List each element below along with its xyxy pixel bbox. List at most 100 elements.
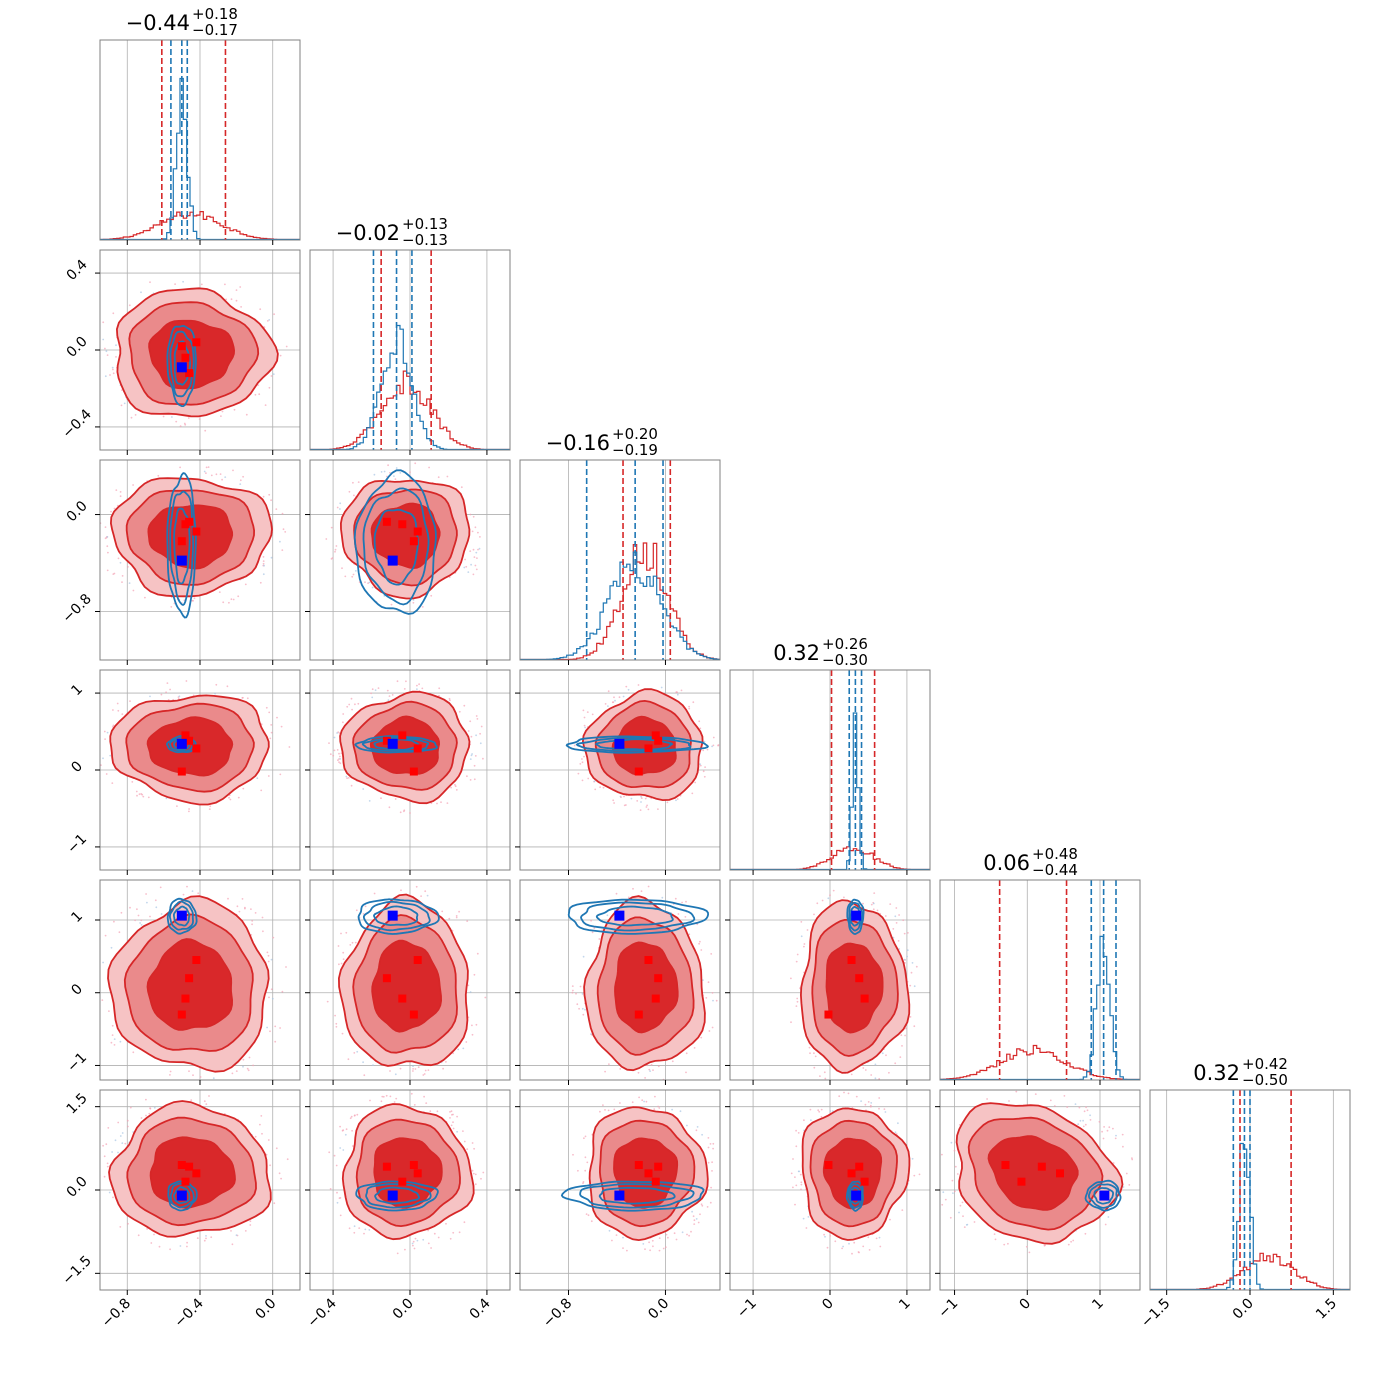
sample-point — [267, 1139, 270, 1141]
sample-point — [145, 893, 147, 895]
sample-point — [345, 1128, 348, 1131]
sample-point — [702, 749, 705, 752]
sample-point — [231, 1243, 234, 1246]
sample-point — [422, 1074, 425, 1076]
sample-point — [1034, 1093, 1037, 1095]
sample-point — [699, 727, 702, 730]
sample-point — [160, 693, 163, 696]
sample-point — [107, 1127, 110, 1129]
histogram-red — [940, 1044, 1140, 1080]
sample-point — [614, 699, 616, 702]
sample-point — [347, 1058, 350, 1061]
sample-point — [885, 1054, 887, 1057]
sample-point — [362, 788, 365, 790]
contour-blue — [365, 1183, 432, 1209]
sample-point — [686, 1233, 688, 1236]
sample-point — [657, 1105, 659, 1108]
sample-point — [571, 991, 574, 994]
sample-point — [128, 582, 131, 584]
contour-blue — [849, 1187, 862, 1205]
sample-point — [281, 512, 284, 515]
sample-point — [242, 1065, 244, 1068]
sample-point — [843, 896, 845, 899]
sample-point — [1084, 1232, 1087, 1235]
panel-4-0: −1 0 1 — [64, 879, 301, 1085]
sample-point — [820, 1108, 823, 1111]
contour-blue — [166, 472, 197, 619]
sample-point — [121, 1142, 124, 1144]
sample-point — [803, 945, 805, 948]
sample-point — [134, 414, 137, 416]
sample-point — [709, 1143, 712, 1145]
sample-point — [174, 283, 176, 285]
sample-point — [452, 1113, 454, 1116]
sample-point — [104, 934, 107, 937]
panel-3-1 — [305, 669, 511, 875]
sample-point — [388, 806, 391, 809]
x-tick-label: −1 — [734, 1296, 760, 1322]
sample-point — [186, 1241, 188, 1244]
sample-point — [664, 1246, 667, 1249]
sample-point — [235, 299, 238, 302]
title-upper-error: +0.20 — [612, 425, 658, 443]
sample-point — [354, 1114, 356, 1117]
sample-point — [400, 889, 402, 892]
sample-point — [130, 416, 133, 419]
sample-point — [119, 561, 122, 564]
red-marker — [409, 1161, 418, 1169]
panel-area — [310, 670, 510, 870]
sample-point — [182, 893, 185, 896]
sample-point — [599, 1110, 601, 1113]
sample-point — [671, 1060, 674, 1063]
sample-point — [205, 1235, 207, 1237]
sample-point — [469, 779, 472, 781]
sample-point — [121, 713, 124, 715]
sample-point — [858, 1251, 860, 1254]
sample-point — [101, 999, 104, 1001]
red-marker — [398, 1177, 407, 1186]
x-tick-label: −1.5 — [1138, 1296, 1173, 1331]
sample-point — [228, 796, 230, 799]
contour-blue — [1084, 1179, 1122, 1212]
sample-point — [374, 689, 377, 692]
sample-point — [879, 1245, 882, 1248]
sample-point — [466, 775, 468, 778]
sample-point — [336, 1201, 339, 1204]
sample-point — [901, 1045, 903, 1047]
sample-point — [210, 474, 213, 477]
sample-point — [118, 931, 121, 934]
sample-point — [577, 772, 580, 775]
sample-point — [870, 1102, 873, 1104]
sample-point — [423, 1095, 425, 1098]
sample-point — [797, 1132, 800, 1134]
sample-point — [864, 1069, 867, 1071]
sample-point — [611, 1239, 613, 1242]
sample-point — [584, 1156, 587, 1159]
sample-point — [147, 796, 150, 799]
sample-point — [575, 992, 577, 995]
sample-point — [712, 1147, 714, 1150]
sample-point — [155, 906, 158, 909]
sample-point — [149, 695, 151, 698]
sample-point — [1112, 1127, 1114, 1130]
sample-point — [336, 732, 338, 734]
sample-point — [103, 1175, 106, 1178]
sample-point — [711, 992, 714, 994]
sample-point — [907, 932, 909, 934]
sample-point — [862, 902, 864, 905]
red-marker — [382, 517, 391, 526]
title-upper-error: +0.18 — [192, 5, 238, 23]
sample-point — [472, 548, 475, 551]
sample-point — [334, 548, 337, 551]
red-marker — [398, 731, 407, 740]
contour-red — [801, 1107, 911, 1241]
sample-point — [698, 720, 701, 723]
sample-point — [619, 1068, 622, 1070]
sample-point — [373, 892, 376, 895]
sample-point — [198, 418, 201, 420]
sample-point — [149, 281, 151, 284]
sample-point — [421, 606, 424, 608]
sample-point — [274, 1025, 277, 1028]
sample-point — [799, 1173, 802, 1176]
sample-point — [895, 922, 898, 924]
